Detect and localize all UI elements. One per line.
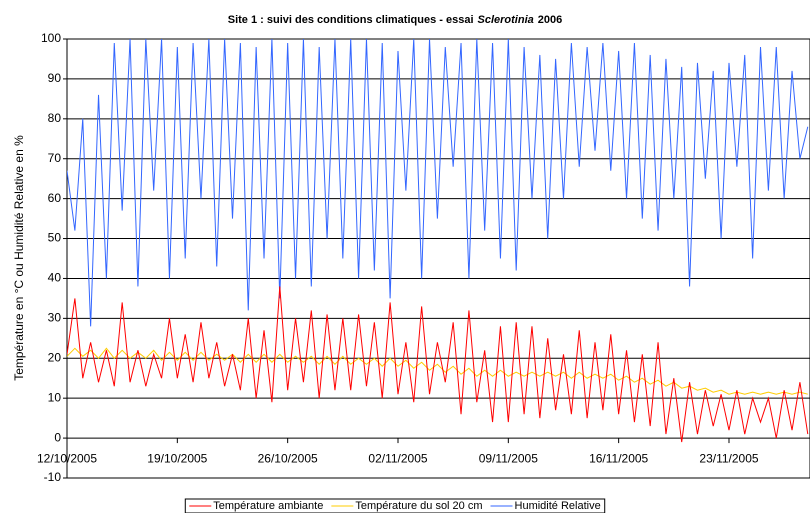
y-tick-label: -10 (44, 470, 62, 484)
legend-label: Température ambiante (213, 500, 323, 512)
x-tick-label: 26/10/2005 (258, 451, 318, 465)
series-line (67, 39, 809, 327)
title-part: 2006 (538, 14, 562, 26)
y-tick-label: 0 (54, 430, 61, 444)
plot-area (66, 38, 810, 479)
y-tick-label: 30 (48, 311, 62, 325)
legend-box (184, 498, 606, 513)
x-tick-label: 16/11/2005 (589, 451, 648, 465)
legend-label: Température du sol 20 cm (355, 500, 482, 512)
chart-title: Site 1 : suivi des conditions climatique… (228, 14, 562, 26)
y-tick-label: 50 (48, 231, 62, 245)
series-line (67, 347, 808, 395)
x-tick-label: 23/11/2005 (699, 451, 758, 465)
series-line (67, 286, 809, 443)
y-tick-label: 70 (48, 151, 62, 165)
y-tick-label: 100 (41, 31, 61, 45)
x-tick-label: 12/10/2005 (37, 451, 97, 465)
y-tick-label: 60 (48, 191, 62, 205)
y-tick-label: 80 (48, 111, 62, 125)
y-tick-label: 20 (48, 350, 62, 364)
y-axis-label: Température en °C ou Humidité Relative e… (12, 135, 26, 381)
y-tick-label: 40 (48, 271, 62, 285)
x-tick-label: 09/11/2005 (479, 451, 538, 465)
title-part: Sclerotinia (478, 14, 534, 26)
legend: Température ambiante Température du sol 2… (184, 498, 606, 513)
title-part: Site 1 : suivi des conditions climatique… (228, 14, 474, 26)
x-tick-label: 19/10/2005 (147, 451, 207, 465)
x-tick-label: 02/11/2005 (368, 451, 427, 465)
legend-label: Humidité Relative (515, 500, 601, 512)
y-tick-label: 90 (48, 71, 62, 85)
y-tick-label: 10 (48, 390, 62, 404)
